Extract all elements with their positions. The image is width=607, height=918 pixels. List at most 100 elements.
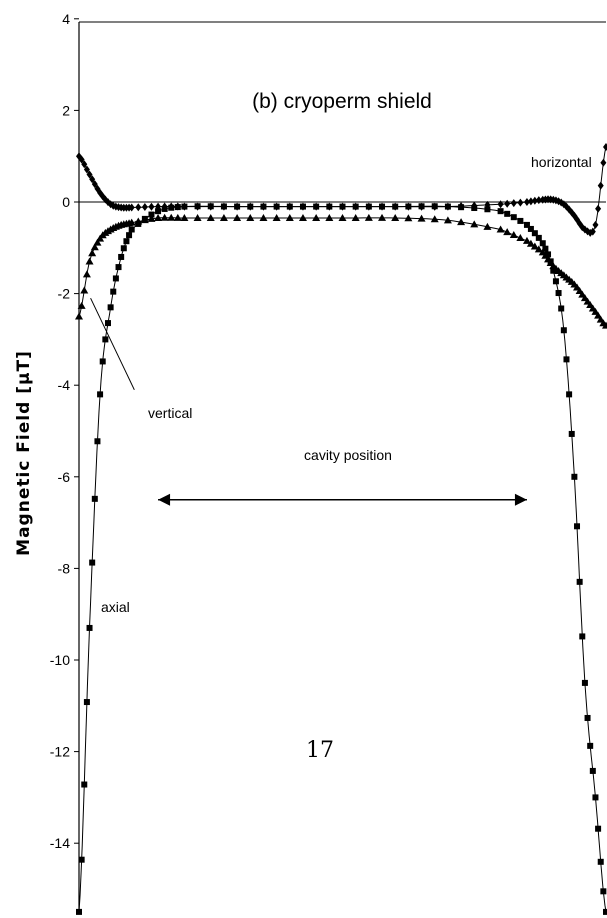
data-point — [140, 216, 149, 224]
axial-series — [76, 203, 607, 915]
data-point — [128, 226, 135, 233]
data-point — [181, 203, 188, 210]
data-point — [600, 158, 607, 167]
vertical-series — [75, 213, 607, 329]
data-point — [134, 217, 143, 225]
data-point — [558, 305, 565, 312]
chart-title: (b) cryoperm shield — [252, 90, 432, 113]
data-point — [97, 391, 104, 398]
data-point — [364, 213, 373, 221]
data-point — [148, 211, 155, 218]
data-point — [260, 203, 267, 210]
data-point — [147, 214, 156, 222]
y-tick-label: -14 — [50, 835, 70, 851]
y-tick-label: -6 — [58, 469, 71, 485]
data-point — [83, 165, 90, 174]
data-point — [579, 633, 586, 640]
data-point — [75, 312, 83, 320]
page-number: 17 — [306, 738, 334, 763]
data-point — [247, 203, 254, 210]
data-point — [272, 214, 281, 222]
data-point — [82, 270, 91, 278]
vertical-series-label: vertical — [148, 405, 192, 421]
data-point — [127, 218, 136, 226]
data-point — [107, 304, 114, 311]
data-point — [404, 214, 413, 222]
data-point — [104, 320, 111, 327]
data-point — [576, 578, 583, 585]
data-point — [273, 203, 280, 210]
data-point — [93, 238, 102, 246]
data-point — [155, 208, 162, 215]
data-point — [510, 214, 517, 221]
data-point — [90, 243, 99, 251]
data-point — [91, 495, 98, 502]
data-point — [503, 228, 512, 236]
data-point — [571, 473, 578, 480]
y-tick-label: -8 — [58, 560, 71, 576]
y-tick-label: 4 — [62, 11, 70, 27]
data-point — [312, 214, 321, 222]
axial-line — [78, 205, 607, 912]
data-point — [534, 245, 543, 253]
data-point — [99, 358, 106, 365]
data-point — [352, 203, 359, 210]
data-point — [552, 278, 559, 285]
data-point — [102, 336, 109, 343]
data-point — [595, 204, 602, 213]
data-point — [141, 203, 148, 212]
data-point — [365, 203, 372, 210]
data-point — [326, 203, 333, 210]
data-point — [527, 197, 534, 206]
data-point — [115, 264, 122, 271]
y-tick-label: 0 — [62, 194, 70, 210]
y-axis-label: Magnetic Field [µT] — [14, 350, 34, 556]
y-tick-label: -4 — [58, 377, 71, 393]
data-point — [531, 230, 538, 237]
data-point — [516, 234, 525, 242]
data-point — [597, 858, 604, 865]
series-layer — [75, 143, 607, 915]
data-point — [81, 781, 88, 788]
data-point — [539, 240, 546, 247]
data-point — [246, 214, 255, 222]
data-point — [339, 203, 346, 210]
data-point — [535, 196, 542, 205]
data-point — [484, 206, 491, 213]
data-point — [206, 214, 215, 222]
data-point — [168, 204, 175, 211]
data-point — [76, 908, 82, 915]
data-point — [219, 214, 228, 222]
data-point — [89, 559, 96, 566]
data-point — [299, 203, 306, 210]
data-point — [91, 180, 98, 189]
data-point — [574, 523, 581, 530]
data-point — [193, 214, 202, 222]
data-point — [417, 214, 426, 222]
data-point — [603, 143, 607, 152]
data-point — [542, 245, 549, 252]
data-point — [207, 203, 214, 210]
axes: 4 2 0 -2 -4 -6 -8 -10 -12 -14 — [50, 11, 606, 912]
data-point — [110, 288, 117, 295]
data-point — [496, 225, 505, 233]
data-point — [592, 794, 599, 801]
data-point — [86, 170, 93, 179]
data-point — [78, 155, 85, 164]
data-point — [325, 214, 334, 222]
data-point — [94, 438, 101, 445]
data-point — [80, 286, 89, 294]
data-point — [458, 204, 465, 211]
data-point — [88, 249, 97, 257]
data-point — [602, 321, 607, 329]
data-point — [504, 199, 511, 208]
data-point — [112, 275, 119, 282]
data-point — [531, 196, 538, 205]
data-point — [563, 356, 570, 363]
data-point — [259, 214, 268, 222]
data-point — [568, 430, 575, 437]
data-point — [161, 205, 168, 212]
data-point — [128, 203, 135, 212]
data-point — [470, 220, 479, 228]
data-point — [509, 231, 518, 239]
